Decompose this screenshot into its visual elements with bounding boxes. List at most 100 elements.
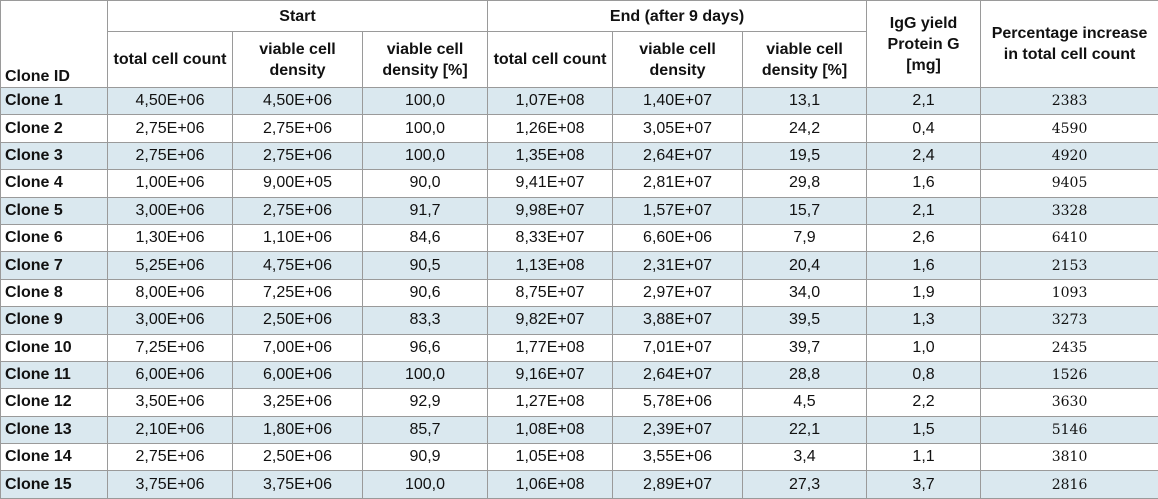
header-cell: total cell count	[487, 31, 614, 88]
table-cell: 1,00E+06	[107, 169, 233, 198]
table-cell: 8,33E+07	[487, 223, 614, 253]
table-row: Clone 8 8,00E+06 7,25E+06 90,6 8,75E+07 2,97E…	[0, 278, 1158, 308]
table-cell: 0,8	[866, 360, 982, 390]
table-cell: 2,50E+06	[232, 443, 363, 472]
table-cell: 100,0	[361, 86, 489, 116]
table-cell: 1093	[980, 278, 1158, 308]
row-label: Clone 9	[0, 306, 108, 335]
table-cell: 6,00E+06	[232, 360, 363, 390]
row-label: Clone 3	[0, 141, 108, 171]
table-cell: 1,3	[866, 306, 982, 335]
table-cell: 39,5	[742, 306, 868, 335]
table-cell: 28,8	[742, 360, 868, 390]
table-cell: 1,5	[866, 415, 982, 445]
table-cell: 3,7	[866, 470, 982, 499]
table-cell: 2,75E+06	[107, 141, 233, 171]
table-cell: 1,6	[866, 169, 982, 198]
table-cell: 2,50E+06	[232, 306, 363, 335]
row-label: Clone 2	[0, 114, 108, 143]
table-cell: 3,00E+06	[107, 306, 233, 335]
header-cell: viable cell density	[612, 31, 744, 88]
table-cell: 2,4	[866, 141, 982, 171]
table-cell: 1,10E+06	[232, 223, 363, 253]
table-cell: 1,13E+08	[487, 251, 614, 280]
table-cell: 9,41E+07	[487, 169, 614, 198]
row-label: Clone 10	[0, 333, 108, 362]
table-cell: 9,16E+07	[487, 360, 614, 390]
table-cell: 27,3	[742, 470, 868, 499]
table-cell: 100,0	[361, 114, 489, 143]
table-row: Clone 13 2,10E+06 1,80E+06 85,7 1,08E+08 2,39…	[0, 415, 1158, 445]
table-cell: 3,75E+06	[232, 470, 363, 499]
table-cell: 90,0	[361, 169, 489, 198]
table-cell: 96,6	[361, 333, 489, 362]
table-cell: 1,26E+08	[487, 114, 614, 143]
table-row: Clone 5 3,00E+06 2,75E+06 91,7 9,98E+07 1,57E…	[0, 196, 1158, 225]
row-label: Clone 13	[0, 415, 108, 445]
row-label: Clone 12	[0, 388, 108, 417]
table-cell: 90,9	[361, 443, 489, 472]
table-cell: 2,81E+07	[612, 169, 744, 198]
table-cell: 3,75E+06	[107, 470, 233, 499]
table-cell: 19,5	[742, 141, 868, 171]
table-cell: 1,35E+08	[487, 141, 614, 171]
table-cell: 6,00E+06	[107, 360, 233, 390]
table-cell: 20,4	[742, 251, 868, 280]
table-cell: 2,2	[866, 388, 982, 417]
row-label: Clone 14	[0, 443, 108, 472]
table-cell: 1,30E+06	[107, 223, 233, 253]
table-cell: 1,57E+07	[612, 196, 744, 225]
table-cell: 13,1	[742, 86, 868, 116]
table-cell: 92,9	[361, 388, 489, 417]
table-cell: 4,75E+06	[232, 251, 363, 280]
table-cell: 91,7	[361, 196, 489, 225]
table-cell: 0,4	[866, 114, 982, 143]
table-cell: 3630	[980, 388, 1158, 417]
table-cell: 9,00E+05	[232, 169, 363, 198]
table-cell: 2,31E+07	[612, 251, 744, 280]
table-cell: 100,0	[361, 360, 489, 390]
table-cell: 100,0	[361, 141, 489, 171]
table-cell: 1526	[980, 360, 1158, 390]
table-cell: 2383	[980, 86, 1158, 116]
table-cell: 4920	[980, 141, 1158, 171]
table-row: Clone 14 2,75E+06 2,50E+06 90,9 1,05E+08 3,55…	[0, 443, 1158, 472]
table-cell: 1,27E+08	[487, 388, 614, 417]
table-cell: 2,1	[866, 196, 982, 225]
header-cell: viable cell density	[232, 31, 363, 88]
table-cell: 2816	[980, 470, 1158, 499]
row-label: Clone 6	[0, 223, 108, 253]
table-row: Clone 6 1,30E+06 1,10E+06 84,6 8,33E+07 6,60E…	[0, 223, 1158, 253]
table-row: Clone 9 3,00E+06 2,50E+06 83,3 9,82E+07 3,88E…	[0, 306, 1158, 335]
table-cell: 2,64E+07	[612, 141, 744, 171]
table-row: Clone 10 7,25E+06 7,00E+06 96,6 1,77E+08 7,01…	[0, 333, 1158, 362]
table-row: Clone 2 2,75E+06 2,75E+06 100,0 1,26E+08 3,05…	[0, 114, 1158, 143]
table-cell: 85,7	[361, 415, 489, 445]
table-cell: 2,10E+06	[107, 415, 233, 445]
row-label: Clone 11	[0, 360, 108, 390]
table-row: Clone 3 2,75E+06 2,75E+06 100,0 1,35E+08 2,64…	[0, 141, 1158, 171]
table-cell: 3,25E+06	[232, 388, 363, 417]
table-cell: 3,05E+07	[612, 114, 744, 143]
table-cell: 6,60E+06	[612, 223, 744, 253]
table-cell: 90,5	[361, 251, 489, 280]
header-cell: Clone ID	[0, 0, 108, 88]
table-cell: 7,25E+06	[232, 278, 363, 308]
table-cell: 24,2	[742, 114, 868, 143]
table-cell: 8,75E+07	[487, 278, 614, 308]
table-cell: 4,50E+06	[232, 86, 363, 116]
table-cell: 2,39E+07	[612, 415, 744, 445]
table-cell: 2,1	[866, 86, 982, 116]
table-cell: 5,78E+06	[612, 388, 744, 417]
table-cell: 3,55E+06	[612, 443, 744, 472]
header-cell: viable cell density [%]	[742, 31, 868, 88]
header-cell: IgG yield Protein G [mg]	[866, 0, 982, 88]
table-cell: 1,06E+08	[487, 470, 614, 499]
table-cell: 2153	[980, 251, 1158, 280]
table-cell: 90,6	[361, 278, 489, 308]
table-cell: 3,4	[742, 443, 868, 472]
table-cell: 1,6	[866, 251, 982, 280]
header-cell: Percentage increase in total cell count	[980, 0, 1158, 88]
table-cell: 2,75E+06	[232, 114, 363, 143]
